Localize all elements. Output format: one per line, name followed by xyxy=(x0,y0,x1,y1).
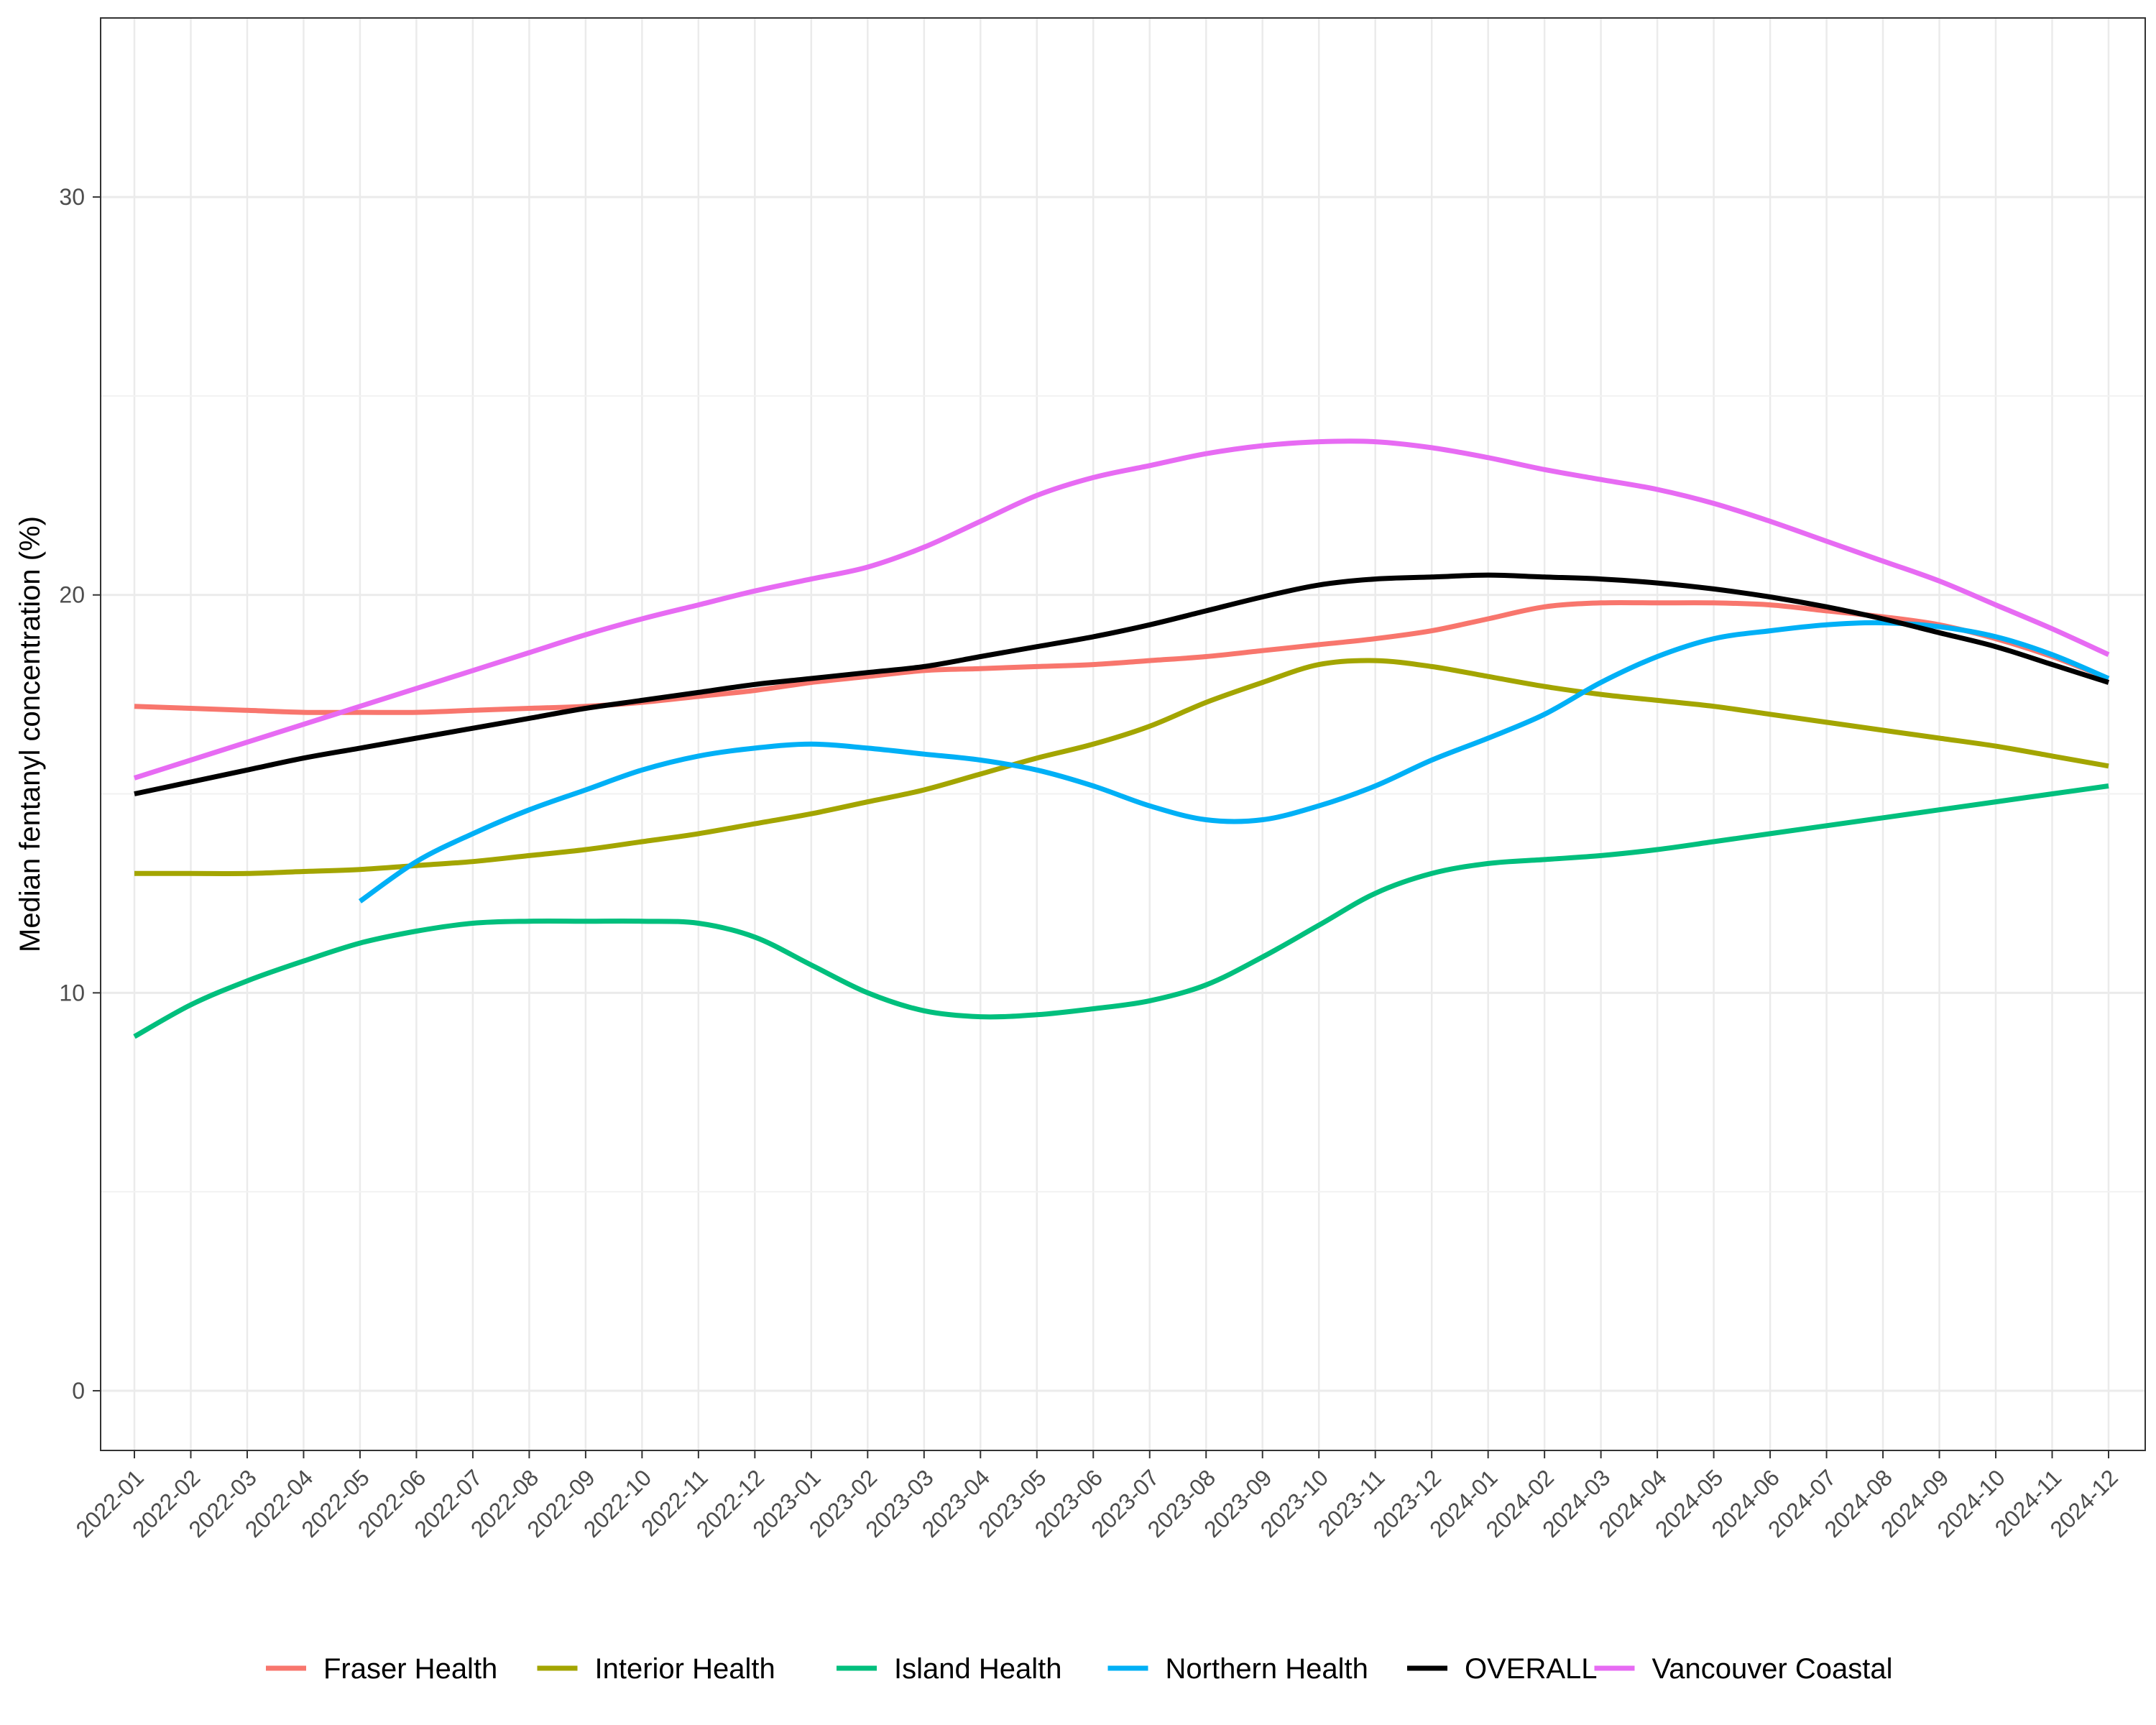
grid-lines xyxy=(101,18,2145,1450)
y-axis: 0 10 20 30 xyxy=(59,184,101,1404)
legend-label-northern-health: Northern Health xyxy=(1166,1653,1368,1685)
legend-label-vancouver-coastal: Vancouver Coastal xyxy=(1652,1653,1893,1685)
series-line-vancouver-coastal xyxy=(133,438,2110,781)
legend: Fraser Health Interior Health Island Healt… xyxy=(266,1653,1893,1685)
series-line-fraser-health xyxy=(134,599,2110,715)
legend-label-island-health: Island Health xyxy=(894,1653,1061,1685)
legend-label-overall: OVERALL xyxy=(1465,1653,1598,1685)
legend-label-fraser-health: Fraser Health xyxy=(323,1653,497,1685)
y-tick-label: 30 xyxy=(59,184,85,210)
series-lines xyxy=(133,438,2110,1039)
series-line-island-health xyxy=(133,783,2109,1039)
series-line-interior-health xyxy=(134,658,2109,876)
y-tick-label: 20 xyxy=(59,582,85,608)
y-axis-title: Median fentanyl concentration (%) xyxy=(14,516,46,952)
y-tick-label: 10 xyxy=(59,980,85,1006)
series-line-northern-health xyxy=(358,620,2110,903)
y-tick-label: 0 xyxy=(72,1378,85,1404)
panel-border xyxy=(100,17,2146,1451)
series-line-overall xyxy=(134,572,2110,796)
legend-label-interior-health: Interior Health xyxy=(595,1653,775,1685)
